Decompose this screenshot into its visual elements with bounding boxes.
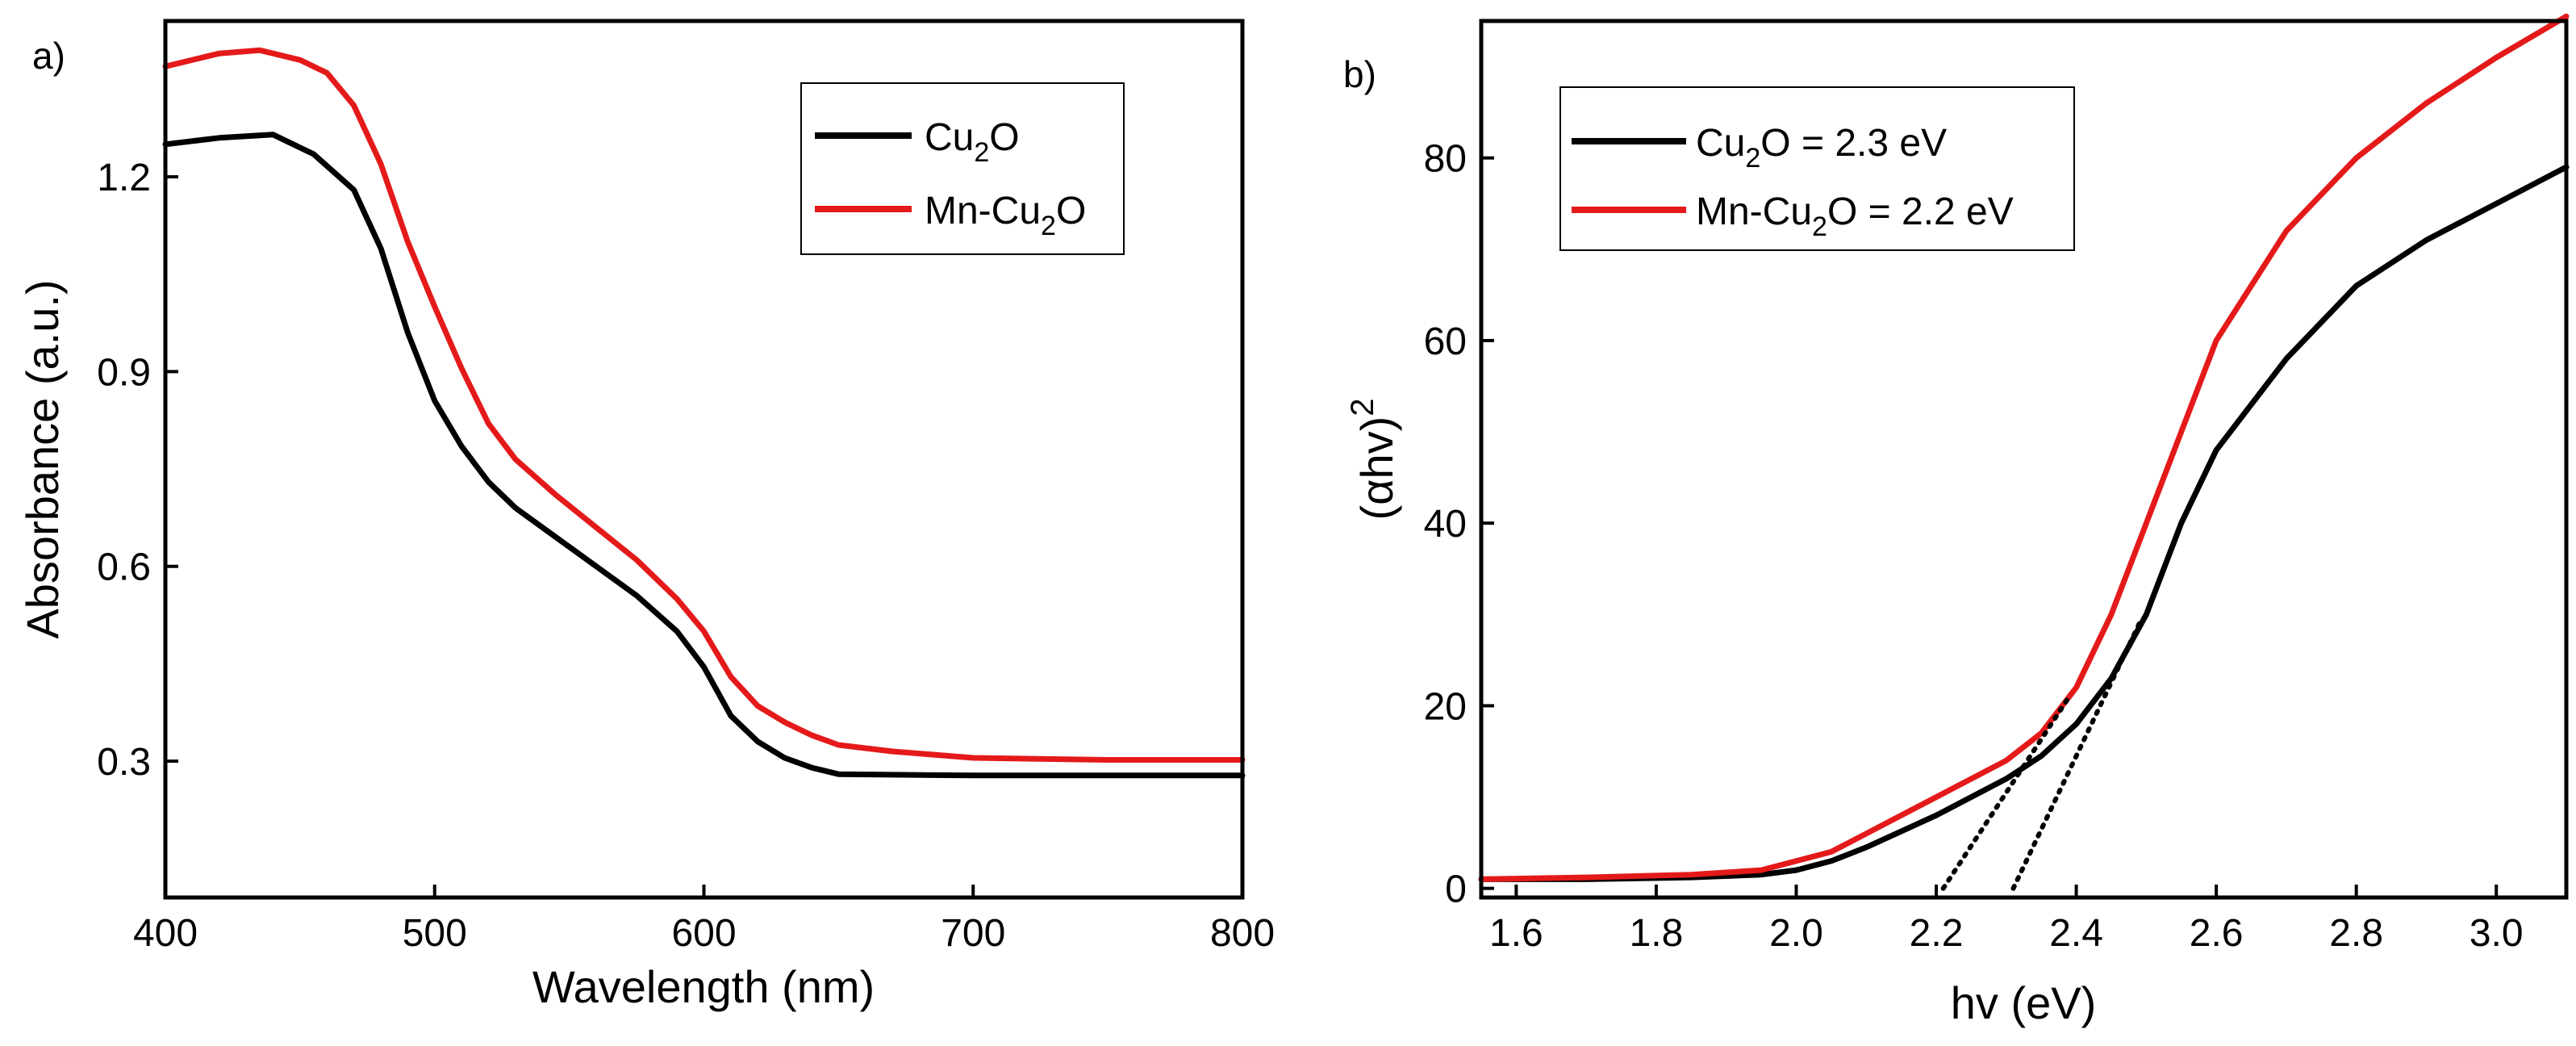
panel-a: a) 400 500 600 700 800 0.3 0.6 0.9 1.2 Wavelengt…: [17, 19, 1275, 1012]
panel-a-y-tick-label: 0.3: [97, 741, 151, 784]
panel-b-legend-box: [1559, 86, 2075, 251]
panel-a-x-tick-label: 700: [941, 912, 1005, 955]
panel-b-plot-area: [1478, 13, 2570, 891]
panel-b-tangent-line-1: [1940, 694, 2072, 891]
panel-a-x-tick-label: 500: [403, 912, 467, 955]
panel-b-x-tick-label: 1.8: [1630, 912, 1684, 955]
panel-b-legend-label-cu2o: Cu2O = 2.3 eV: [1696, 122, 1947, 174]
panel-b-y-axis-label: (αhv)2: [1345, 398, 1402, 520]
panel-b-series-cu2o-line: [1478, 164, 2570, 882]
panel-b-x-tick-label: 1.6: [1489, 912, 1543, 955]
panel-b-legend: Cu2O = 2.3 eV Mn-Cu2O = 2.2 eV: [1559, 86, 2075, 251]
panel-b: b) 1.6 1.8 2.0 2.2 2.4 2.6 2.8 3.0 0 20 40 60 80 hv …: [1343, 13, 2570, 1028]
panel-b-x-tick-label: 2.2: [1910, 912, 1964, 955]
panel-a-y-tick-label: 0.9: [97, 351, 151, 394]
panel-a-y-tick-label: 0.6: [97, 546, 151, 589]
panel-a-x-tick-label: 400: [133, 912, 198, 955]
panel-b-x-tick-label: 2.4: [2049, 912, 2103, 955]
panel-a-y-axis-label: Absorbance (a.u.): [17, 279, 68, 638]
panel-b-y-tick-label: 60: [1424, 320, 1467, 363]
panel-a-legend-box: [800, 82, 1125, 255]
panel-b-y-tick-label: 80: [1424, 138, 1467, 181]
panel-a-series-cu2o-line: [162, 132, 1246, 779]
panel-a-legend-label-mn-cu2o: Mn-Cu2O: [925, 190, 1086, 241]
panel-b-axes: 1.6 1.8 2.0 2.2 2.4 2.6 2.8 3.0 0 20 40 60 80: [1424, 138, 2524, 955]
panel-a-y-tick-label: 1.2: [97, 157, 151, 199]
panel-b-tangent-line-2: [2010, 621, 2142, 891]
panel-b-x-tick-label: 3.0: [2470, 912, 2524, 955]
panel-b-x-tick-label: 2.0: [1769, 912, 1823, 955]
panel-b-legend-label-mn-cu2o: Mn-Cu2O = 2.2 eV: [1696, 190, 2014, 242]
panel-b-x-tick-label: 2.8: [2329, 912, 2383, 955]
panel-a-axes: 400 500 600 700 800 0.3 0.6 0.9 1.2: [97, 157, 1275, 955]
panel-a-x-tick-label: 600: [671, 912, 736, 955]
panel-b-x-tick-label: 2.6: [2190, 912, 2244, 955]
panel-b-frame: [1479, 19, 2569, 900]
panel-a-label: a): [32, 35, 65, 77]
panel-b-y-tick-label: 0: [1445, 868, 1467, 911]
panel-a-x-axis-label: Wavelength (nm): [532, 961, 875, 1012]
panel-b-x-axis-label: hv (eV): [1951, 977, 2097, 1028]
panel-b-y-tick-label: 40: [1424, 503, 1467, 546]
panel-a-plot-area: [162, 47, 1246, 779]
panel-a-legend: Cu2O Mn-Cu2O: [800, 82, 1125, 255]
panel-a-legend-label-cu2o: Cu2O: [925, 116, 1020, 168]
panel-a-x-tick-label: 800: [1210, 912, 1275, 955]
panel-a-series-mn-cu2o-line: [162, 47, 1246, 763]
panel-b-y-tick-label: 20: [1424, 685, 1467, 728]
panel-b-label: b): [1343, 53, 1376, 95]
